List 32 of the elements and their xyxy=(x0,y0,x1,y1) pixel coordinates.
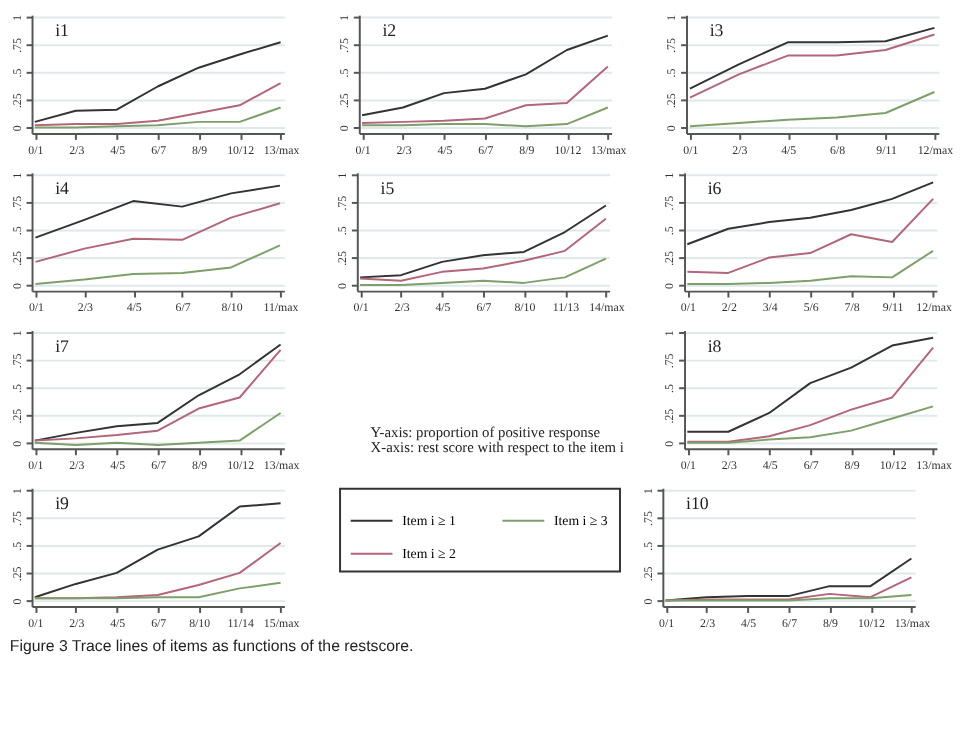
chart-title: i4 xyxy=(55,178,71,199)
line-series xyxy=(664,576,913,602)
line-series xyxy=(33,82,282,127)
line-series xyxy=(33,581,282,600)
chart-title: i1 xyxy=(55,20,70,41)
chart-title: i5 xyxy=(380,178,396,199)
line-series xyxy=(34,184,281,239)
line-series xyxy=(361,106,609,128)
chart-title: i3 xyxy=(709,20,725,41)
chart-title: i7 xyxy=(55,335,71,356)
line-series xyxy=(359,257,607,287)
line-series xyxy=(361,65,609,124)
line-series xyxy=(361,34,609,117)
line-series xyxy=(34,202,281,263)
line-series xyxy=(359,204,607,279)
line-series xyxy=(686,249,935,285)
line-series xyxy=(688,91,936,128)
chart-title: i8 xyxy=(707,335,723,356)
chart-title: i2 xyxy=(382,20,397,41)
line-series xyxy=(33,106,282,129)
chart-title: i6 xyxy=(707,178,723,199)
chart-title: i10 xyxy=(686,493,710,514)
line-series xyxy=(688,26,936,90)
line-series xyxy=(686,181,935,246)
line-series xyxy=(33,41,282,123)
line-series xyxy=(686,405,935,444)
line-series xyxy=(359,217,607,282)
chart-title: i9 xyxy=(55,493,71,514)
line-series xyxy=(686,197,935,274)
line-series xyxy=(34,244,281,285)
caption: Figure 3 Trace lines of items as functions of the restscore. xyxy=(9,637,414,656)
line-series xyxy=(688,33,936,99)
